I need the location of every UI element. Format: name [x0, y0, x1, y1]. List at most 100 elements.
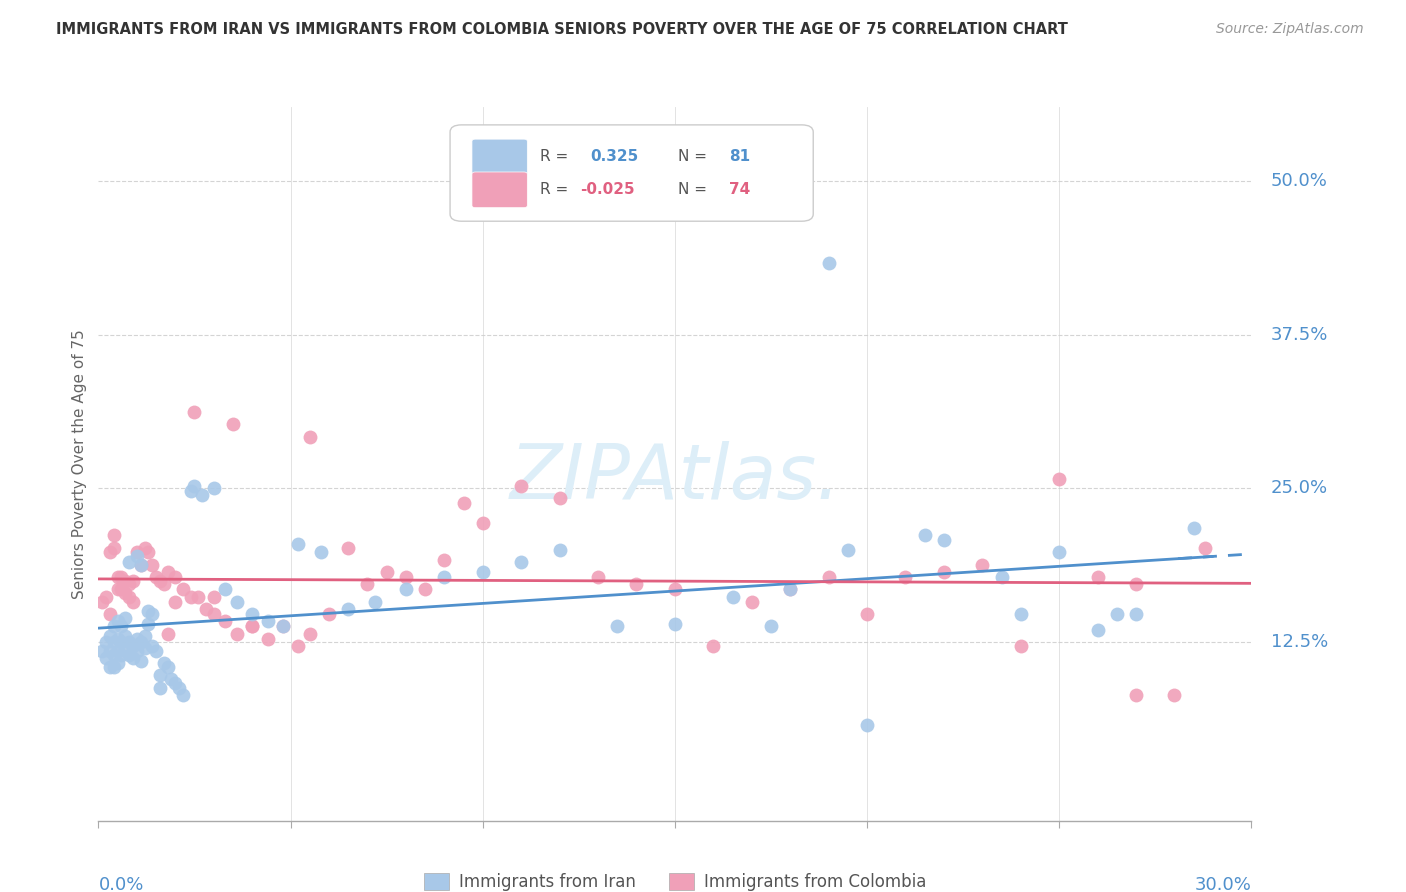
Text: 30.0%: 30.0% — [1195, 876, 1251, 892]
Point — [1010, 639, 1032, 653]
Point — [122, 639, 145, 653]
Point — [972, 558, 994, 572]
Point — [156, 565, 179, 579]
Point — [138, 605, 160, 619]
Point — [202, 482, 225, 496]
Point — [240, 619, 263, 633]
Text: R =: R = — [540, 150, 574, 164]
Point — [110, 635, 132, 649]
Point — [165, 676, 187, 690]
Point — [98, 545, 121, 559]
Point — [122, 651, 145, 665]
Point — [894, 570, 917, 584]
Point — [134, 641, 156, 656]
Point — [225, 626, 247, 640]
Point — [837, 543, 859, 558]
Point — [395, 582, 418, 597]
Point — [1125, 607, 1147, 621]
Point — [183, 405, 205, 419]
Point — [114, 586, 136, 600]
Point — [98, 660, 121, 674]
Point — [364, 594, 387, 608]
Point — [156, 660, 179, 674]
Text: 25.0%: 25.0% — [1271, 479, 1327, 498]
Text: 0.0%: 0.0% — [98, 876, 143, 892]
Point — [779, 582, 801, 597]
FancyBboxPatch shape — [472, 139, 527, 175]
Point — [548, 491, 571, 506]
Text: N =: N = — [678, 182, 713, 197]
Point — [311, 545, 333, 559]
Point — [240, 607, 263, 621]
Point — [606, 619, 628, 633]
Point — [125, 632, 148, 646]
Point — [664, 582, 686, 597]
Point — [202, 590, 225, 604]
Point — [287, 639, 309, 653]
Point — [817, 256, 839, 270]
Point — [856, 717, 879, 731]
Point — [664, 616, 686, 631]
Point — [932, 565, 955, 579]
Point — [932, 533, 955, 548]
Point — [256, 615, 278, 629]
Point — [356, 577, 378, 591]
Point — [107, 582, 129, 597]
Point — [156, 626, 179, 640]
Point — [191, 487, 214, 501]
Point — [141, 558, 163, 572]
Point — [103, 528, 125, 542]
Point — [433, 570, 456, 584]
Point — [1125, 688, 1147, 702]
Point — [287, 537, 309, 551]
Point — [990, 570, 1012, 584]
Point — [214, 582, 236, 597]
Point — [240, 619, 263, 633]
Point — [337, 541, 360, 555]
Point — [129, 558, 152, 572]
Point — [1182, 521, 1205, 535]
Point — [298, 626, 321, 640]
Point — [114, 629, 136, 643]
Point — [91, 594, 114, 608]
Point — [129, 635, 152, 649]
Point — [145, 644, 167, 658]
Point — [180, 483, 202, 498]
Point — [125, 545, 148, 559]
Point — [103, 635, 125, 649]
Text: ZIPAtlas.: ZIPAtlas. — [509, 442, 841, 515]
Point — [298, 430, 321, 444]
Point — [271, 619, 294, 633]
Point — [453, 496, 475, 510]
Text: 37.5%: 37.5% — [1271, 326, 1327, 343]
Text: 50.0%: 50.0% — [1271, 172, 1327, 190]
Point — [180, 590, 202, 604]
Point — [110, 648, 132, 662]
Point — [172, 582, 194, 597]
Point — [103, 541, 125, 555]
Point — [548, 543, 571, 558]
Legend: Immigrants from Iran, Immigrants from Colombia: Immigrants from Iran, Immigrants from Co… — [418, 866, 932, 892]
Point — [202, 607, 225, 621]
Point — [129, 654, 152, 668]
Point — [1125, 577, 1147, 591]
Point — [779, 582, 801, 597]
Point — [94, 651, 117, 665]
Point — [1194, 541, 1216, 555]
Point — [187, 590, 209, 604]
Point — [110, 619, 132, 633]
Point — [1087, 570, 1109, 584]
Point — [160, 672, 183, 686]
Point — [337, 602, 360, 616]
Point — [118, 635, 141, 649]
Point — [110, 570, 132, 584]
Text: 81: 81 — [730, 150, 751, 164]
Point — [98, 607, 121, 621]
Point — [741, 594, 763, 608]
Point — [122, 594, 145, 608]
Point — [856, 607, 879, 621]
Point — [1087, 623, 1109, 637]
Point — [702, 639, 724, 653]
Point — [94, 635, 117, 649]
Point — [122, 574, 145, 588]
